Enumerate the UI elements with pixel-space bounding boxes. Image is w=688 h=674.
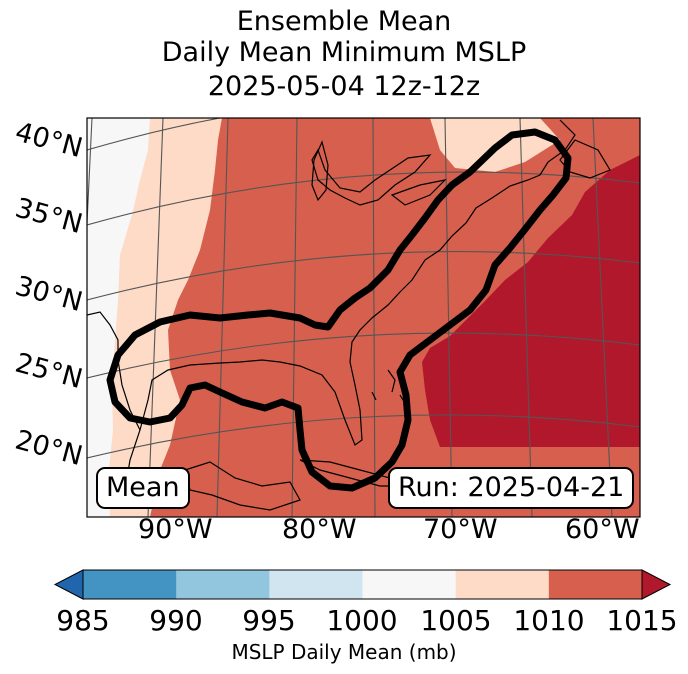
colorbar-tick-1005: 1005 bbox=[420, 604, 492, 637]
colorbar-bin-1005-1010 bbox=[455, 570, 550, 599]
colorbar-tick-1010: 1010 bbox=[513, 604, 585, 637]
meridian-75w bbox=[372, 118, 376, 517]
meridian-95w bbox=[87, 118, 93, 235]
colorbar-bin-990-995 bbox=[176, 570, 270, 599]
lon-label-60w: 60°W bbox=[565, 514, 640, 545]
colorbar-tick-1000: 1000 bbox=[326, 604, 398, 637]
colorbar-tick-985: 985 bbox=[56, 604, 110, 637]
colorbar-extend-high bbox=[641, 569, 672, 600]
lake-erie-ontario bbox=[390, 179, 447, 206]
chart-title-line2: Daily Mean Minimum MSLP bbox=[161, 37, 527, 68]
map-frame bbox=[86, 117, 641, 518]
colorbar-tick-990: 990 bbox=[149, 604, 203, 637]
colorbar-bin-1000-1005 bbox=[362, 570, 457, 599]
chart-title-line3: 2025-05-04 12z-12z bbox=[207, 71, 481, 102]
us-east-coast bbox=[124, 119, 576, 491]
lon-label-90w: 90°W bbox=[138, 514, 213, 545]
meridian-70w bbox=[444, 118, 453, 517]
parallel-25n bbox=[87, 332, 640, 379]
meridian-65w bbox=[519, 118, 533, 517]
yucatan bbox=[184, 461, 301, 511]
parallel-35n bbox=[87, 171, 640, 226]
colorbar-label: MSLP Daily Mean (mb) bbox=[231, 640, 457, 664]
colorbar-extend-low bbox=[53, 569, 84, 600]
colorbar-bin-985-990 bbox=[83, 570, 177, 599]
colorbar-bin-1010-1015 bbox=[548, 570, 643, 599]
coastlines bbox=[87, 119, 611, 511]
lon-label-80w: 80°W bbox=[282, 514, 357, 545]
chart-title-line1: Ensemble Mean bbox=[236, 6, 452, 37]
parallel-20n bbox=[87, 414, 640, 459]
colorbar-tick-1015: 1015 bbox=[606, 604, 678, 637]
parallel-30n bbox=[87, 251, 640, 301]
mean-label-box: Mean bbox=[96, 467, 190, 509]
meridian-90w bbox=[147, 118, 164, 517]
lon-label-70w: 70°W bbox=[423, 514, 498, 545]
colorbar-tick-995: 995 bbox=[242, 604, 296, 637]
ensemble-mean-contour bbox=[106, 128, 572, 492]
zone-above-1015 bbox=[422, 155, 640, 447]
canadian-maritimes bbox=[559, 139, 611, 179]
run-date-box: Run: 2025-04-21 bbox=[388, 467, 635, 509]
meridian-60w bbox=[592, 118, 613, 517]
lake-michigan bbox=[311, 140, 329, 202]
colorbar-bin-995-1000 bbox=[269, 570, 363, 599]
